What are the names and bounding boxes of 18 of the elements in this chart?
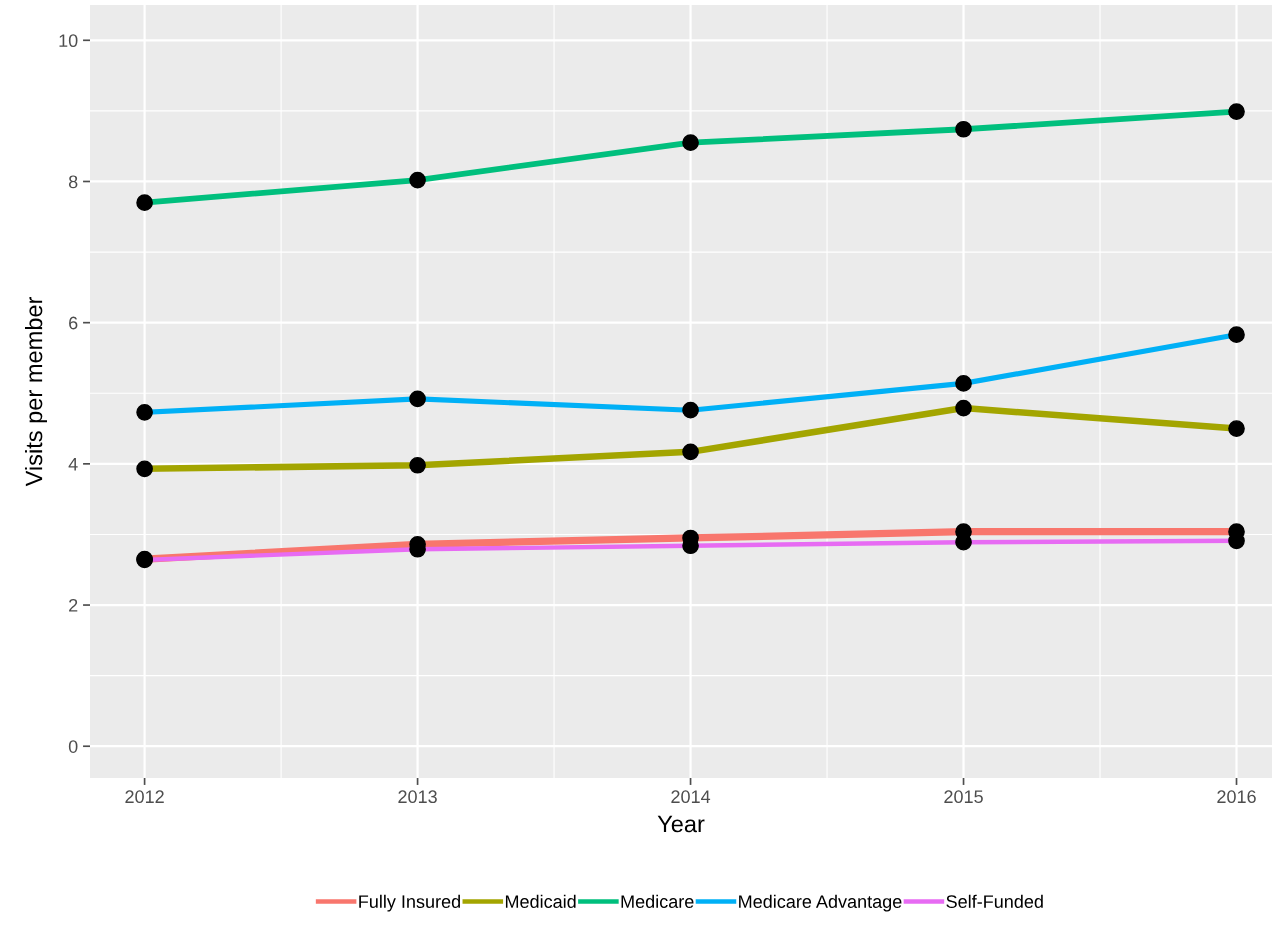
y-tick-label: 6 [69, 316, 78, 330]
y-tick-label: 8 [68, 175, 78, 189]
x-tick-label: 2013 [398, 790, 437, 804]
y-tick-label: 4 [68, 457, 78, 471]
legend-label: Fully Insured [359, 894, 460, 912]
y-axis-title: Visits per member [24, 296, 47, 487]
y-tick-label: 0 [68, 740, 78, 753]
legend-label: Medicare Advantage [739, 894, 902, 912]
x-tick-label: 2014 [671, 790, 711, 804]
y-tick-label: 2 [69, 598, 78, 612]
x-tick-label: 2015 [944, 790, 983, 804]
x-axis-title: Year [657, 815, 705, 833]
legend-label: Self-Funded [946, 894, 1043, 908]
legend-label: Medicaid [505, 894, 576, 908]
x-tick-label: 2012 [125, 790, 164, 804]
legend-label: Medicare [621, 894, 694, 908]
y-tick-label: 10 [59, 34, 78, 48]
x-tick-label: 2016 [1217, 790, 1256, 804]
